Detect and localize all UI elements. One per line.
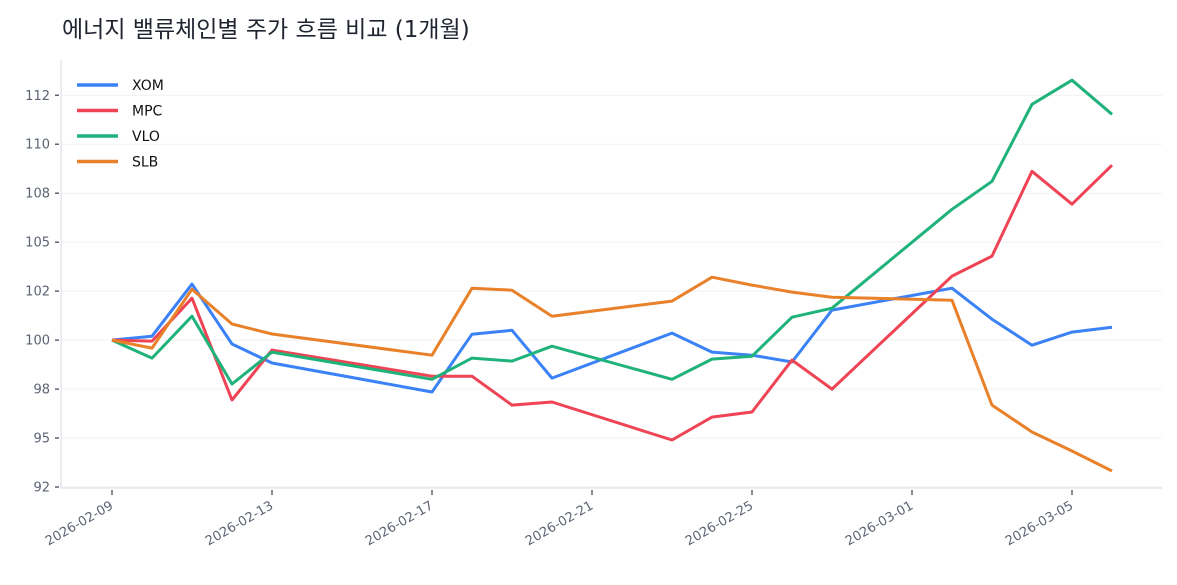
x-tick-label: 2026-02-17	[363, 498, 436, 549]
y-tick-label: 110	[25, 138, 50, 153]
y-tick-label: 100	[25, 334, 50, 349]
x-tick-label: 2026-02-21	[523, 498, 596, 549]
y-tick-label: 105	[25, 236, 50, 251]
legend-label-slb: SLB	[132, 155, 158, 171]
legend-label-vlo: VLO	[132, 129, 160, 145]
y-tick-label: 98	[33, 383, 50, 398]
y-tick-label: 92	[33, 481, 50, 496]
series-line-slb	[111, 275, 1113, 473]
chart-title: 에너지 밸류체인별 주가 흐름 비교 (1개월)	[62, 17, 470, 43]
series-line-mpc	[111, 164, 1114, 442]
x-tick-label: 2026-03-01	[843, 498, 916, 549]
x-tick-label: 2026-03-05	[1003, 498, 1076, 549]
x-tick-label: 2026-02-25	[683, 498, 756, 549]
x-tick-label: 2026-02-13	[203, 498, 276, 549]
series-line-vlo	[111, 78, 1113, 386]
y-tick-label: 108	[25, 187, 50, 202]
legend-label-mpc: MPC	[132, 104, 163, 120]
series-line-xom	[111, 282, 1113, 394]
y-tick-label: 112	[25, 89, 50, 104]
x-tick-label: 2026-02-09	[43, 498, 116, 549]
y-tick-label: 95	[33, 432, 50, 447]
y-tick-label: 102	[25, 285, 50, 300]
legend-label-xom: XOM	[132, 78, 164, 94]
